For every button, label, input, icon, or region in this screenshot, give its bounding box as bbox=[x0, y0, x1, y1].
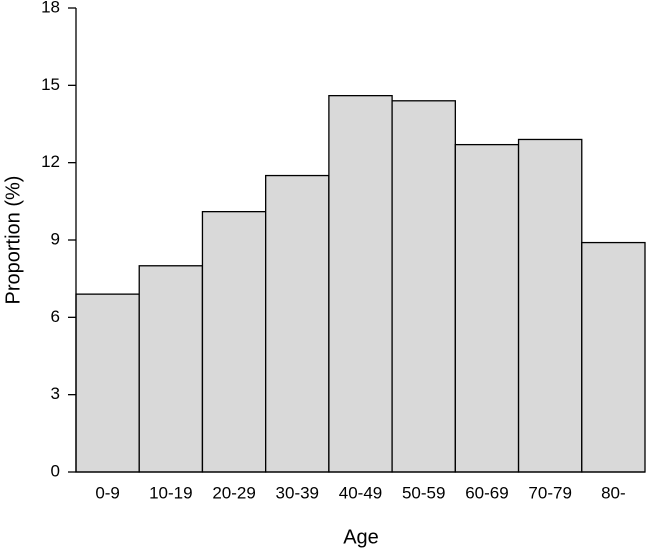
bar bbox=[454, 143, 520, 473]
x-tick-label: 10-19 bbox=[149, 483, 192, 502]
y-tick-label: 3 bbox=[51, 384, 60, 403]
bar bbox=[328, 94, 393, 473]
bar bbox=[265, 174, 330, 473]
x-axis-title: Age bbox=[343, 526, 379, 548]
x-tick-label: 20-29 bbox=[212, 483, 255, 502]
bar bbox=[201, 210, 267, 473]
y-tick-label: 6 bbox=[51, 307, 60, 326]
x-tick-label: 50-59 bbox=[402, 483, 445, 502]
bar bbox=[75, 293, 140, 473]
x-tick-label: 80- bbox=[601, 483, 626, 502]
x-tick-label: 60-69 bbox=[465, 483, 508, 502]
y-tick-label: 9 bbox=[51, 229, 60, 248]
bar bbox=[581, 241, 646, 473]
bar bbox=[391, 100, 456, 473]
x-tick-label: 30-39 bbox=[276, 483, 319, 502]
y-tick-label: 18 bbox=[41, 0, 60, 16]
y-tick-label: 15 bbox=[41, 75, 60, 94]
y-tick-label: 0 bbox=[51, 461, 60, 480]
y-tick-label: 12 bbox=[41, 152, 60, 171]
x-tick-label: 70-79 bbox=[528, 483, 571, 502]
bar bbox=[517, 138, 583, 473]
x-tick-label: 40-49 bbox=[339, 483, 382, 502]
bar bbox=[138, 265, 204, 473]
x-tick-label: 0-9 bbox=[95, 483, 120, 502]
y-axis-title: Proportion (%) bbox=[2, 176, 24, 305]
